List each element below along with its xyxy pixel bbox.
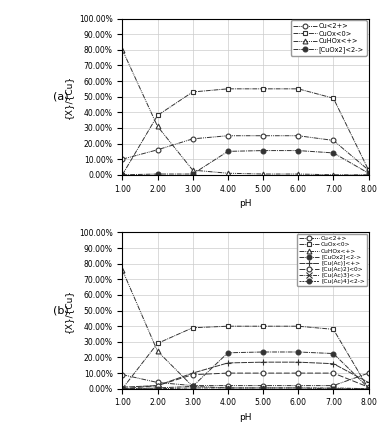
Legend: Cu<2+>, CuOx<0>, CuHOx<+>, [CuOx2]<2->, [Cu(Ac)]<+>, [Cu(Ac)2]<0>, [Cu(Ac)3]<->,: Cu<2+>, CuOx<0>, CuHOx<+>, [CuOx2]<2->, …	[297, 234, 367, 286]
Y-axis label: {X}/{Cu}: {X}/{Cu}	[64, 75, 73, 119]
Text: (a): (a)	[53, 92, 69, 102]
Y-axis label: {X}/{Cu}: {X}/{Cu}	[64, 288, 73, 333]
X-axis label: pH: pH	[239, 199, 252, 208]
X-axis label: pH: pH	[239, 413, 252, 422]
Legend: Cu<2+>, CuOx<0>, CuHOx<+>, [CuOx2]<2->: Cu<2+>, CuOx<0>, CuHOx<+>, [CuOx2]<2->	[290, 21, 367, 55]
Text: (b): (b)	[53, 305, 69, 316]
